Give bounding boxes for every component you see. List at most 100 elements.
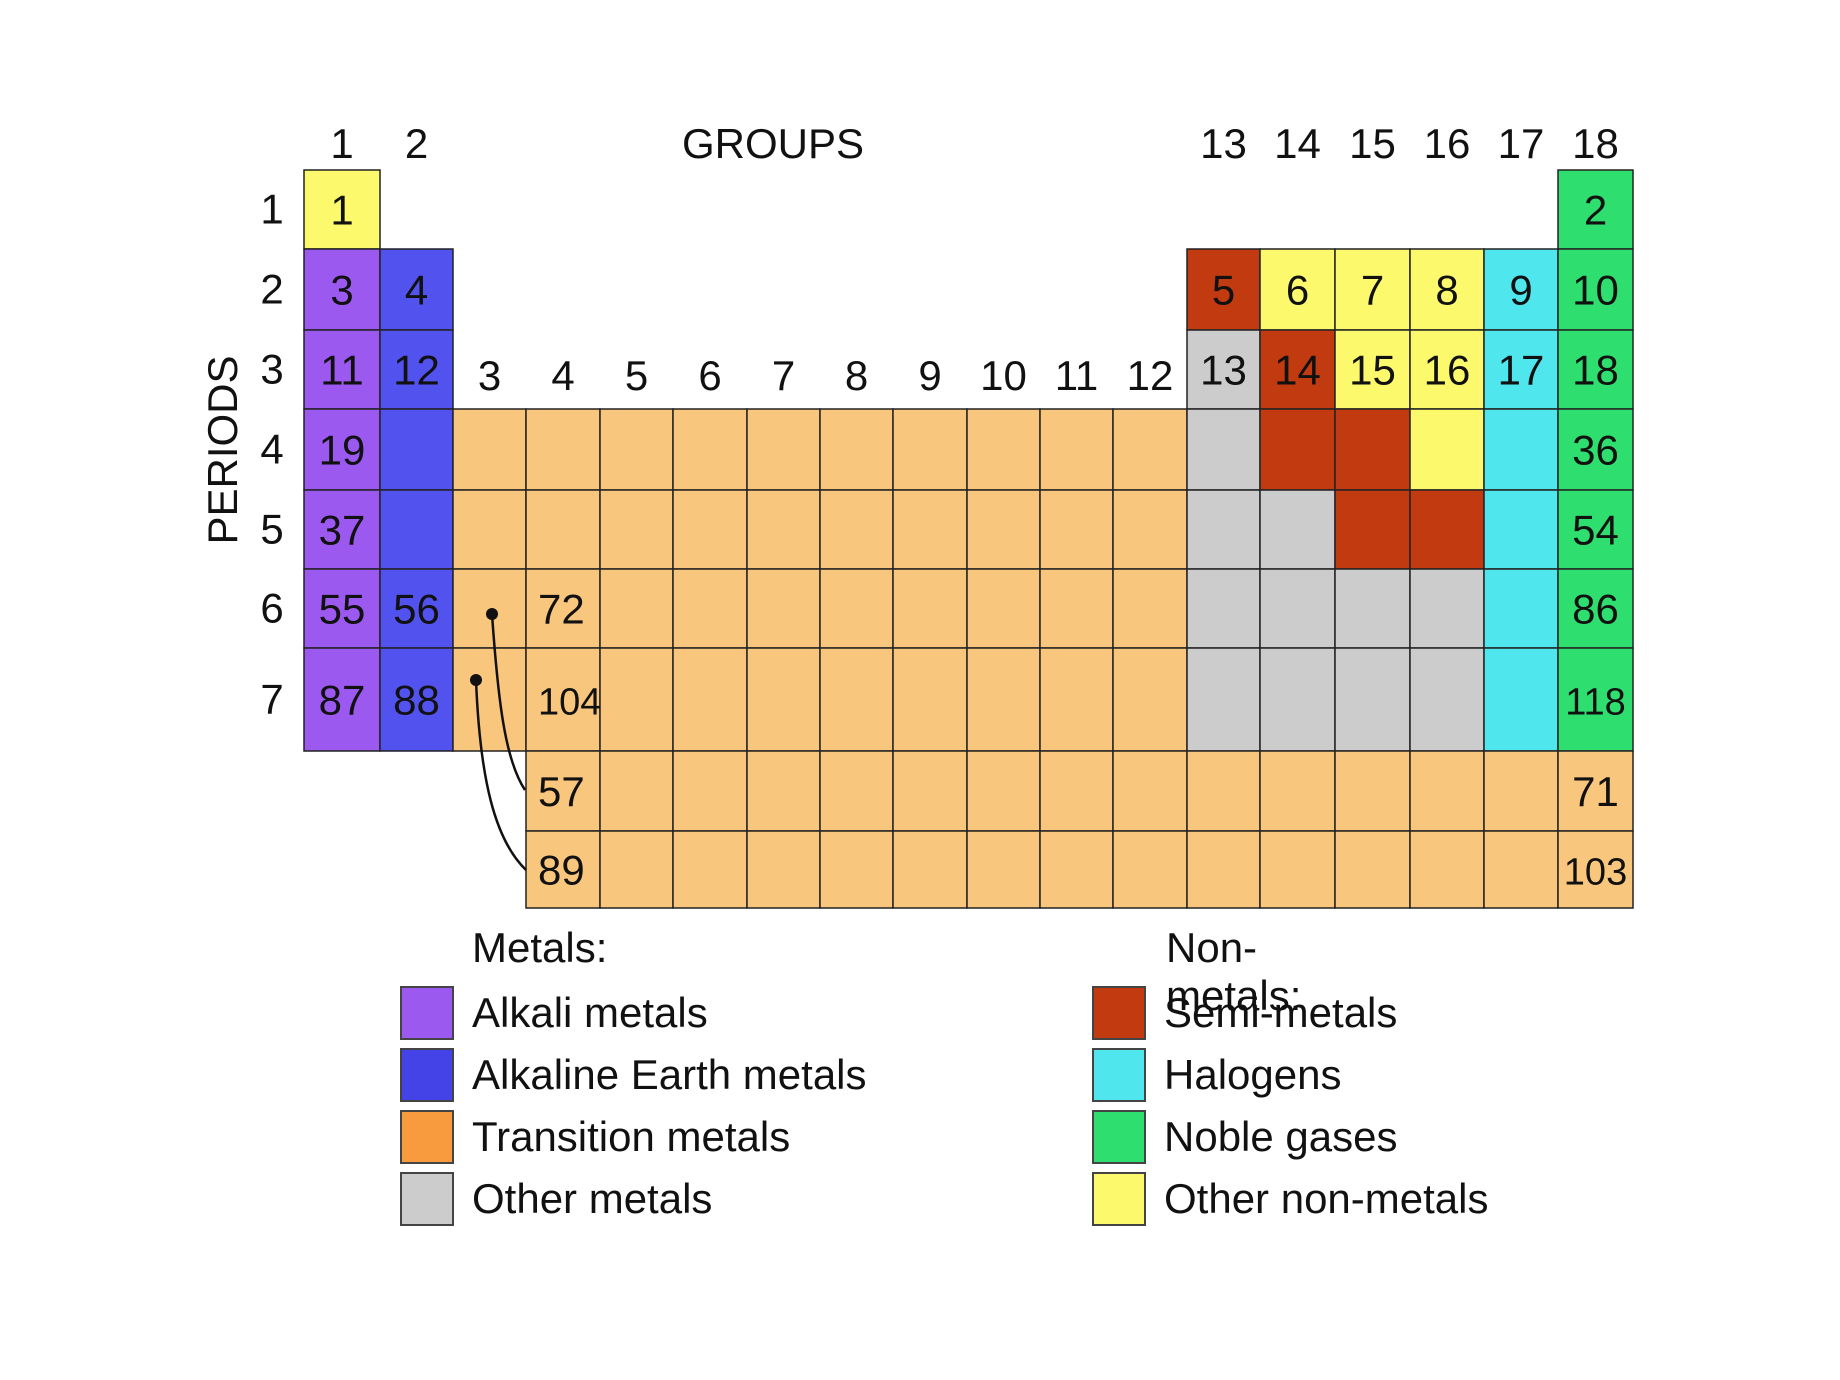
legend-label: Other metals (472, 1175, 713, 1222)
group-number-5: 5 (625, 352, 648, 399)
element-cell-alkaline (379, 647, 454, 752)
element-cell-transition (672, 647, 748, 752)
alkaline-earth-swatch (400, 1048, 454, 1102)
element-cell-transition (1112, 568, 1188, 649)
halogens-swatch (1092, 1048, 1146, 1102)
element-number: 3 (330, 267, 353, 314)
element-cell-other-metal (1334, 568, 1411, 649)
element-number: 87 (319, 677, 366, 724)
element-cell-transition (746, 830, 821, 909)
element-cell-transition (599, 489, 674, 570)
legend-item-transition: Transition metals (400, 1108, 790, 1166)
element-number: 6 (1286, 267, 1309, 314)
element-cell-alkali (303, 408, 381, 491)
element-cell-transition (1112, 408, 1188, 491)
legend-item-alkaline-earth: Alkaline Earth metals (400, 1046, 867, 1104)
element-cell-transition (892, 750, 968, 832)
legend-label: Alkaline Earth metals (472, 1051, 867, 1098)
element-cell-transition (746, 568, 821, 649)
lanthanide-connector-dot (486, 608, 498, 620)
other-nonmetals-swatch (1092, 1172, 1146, 1226)
element-cell-halogen (1483, 489, 1559, 570)
element-cell-alkaline (379, 329, 454, 410)
element-cell-noble (1557, 408, 1634, 491)
legend-item-alkali: Alkali metals (400, 984, 708, 1042)
semi-metals-swatch (1092, 986, 1146, 1040)
element-cell-transition (746, 647, 821, 752)
group-number-4: 4 (551, 352, 574, 399)
element-cell-transition (1334, 830, 1411, 909)
element-cell-transition (1259, 830, 1336, 909)
actinide-connector (474, 679, 527, 871)
element-cell-transition (525, 408, 601, 491)
element-cell-alkali (303, 489, 381, 570)
element-cell-transition (819, 830, 894, 909)
group-number-14: 14 (1274, 120, 1321, 167)
element-number: 104 (538, 682, 601, 724)
element-cell-other-metal (1259, 647, 1336, 752)
element-cell-transition (1039, 489, 1114, 570)
legend-label: Noble gases (1164, 1113, 1398, 1160)
element-cell-transition (1483, 830, 1559, 909)
axis-labels: 1 2 13 14 15 16 17 183 4 5 6 7 8 9 10 11 12GROUPS1234567… (199, 120, 1619, 723)
legend-item-other-metals: Other metals (400, 1170, 712, 1228)
element-cell-other-metal (1186, 408, 1261, 491)
element-cell-transition (672, 750, 748, 832)
group-number-17: 17 (1498, 120, 1545, 167)
element-cell-transition (672, 489, 748, 570)
element-cell-halogen (1483, 408, 1559, 491)
element-number: 19 (319, 427, 366, 474)
element-cell-semi (1334, 408, 1411, 491)
element-cell-transition (966, 568, 1041, 649)
element-cell-transition (525, 647, 601, 752)
group-number-7: 7 (772, 352, 795, 399)
element-cell-transition (892, 830, 968, 909)
element-cell-transition (819, 568, 894, 649)
element-cell-alkali (303, 647, 381, 752)
element-number: 2 (1584, 187, 1607, 234)
element-cell-transition (966, 647, 1041, 752)
element-cell-transition (1259, 750, 1336, 832)
element-cell-noble (1557, 248, 1634, 331)
element-number: 54 (1572, 507, 1619, 554)
element-cell-noble (1557, 169, 1634, 250)
element-cell-transition (1112, 750, 1188, 832)
other-metals-swatch (400, 1172, 454, 1226)
element-cell-other-metal (1334, 647, 1411, 752)
period-number-4: 4 (260, 426, 283, 473)
element-cell-transition (1112, 830, 1188, 909)
element-number: 18 (1572, 347, 1619, 394)
element-number: 4 (405, 267, 428, 314)
element-number: 88 (393, 677, 440, 724)
noble-gases-swatch (1092, 1110, 1146, 1164)
legend-label: Halogens (1164, 1051, 1342, 1098)
element-cell-transition (819, 647, 894, 752)
element-cell-transition (1483, 750, 1559, 832)
group-number-11: 11 (1055, 352, 1099, 399)
element-cell-transition (672, 568, 748, 649)
element-cell-transition (892, 408, 968, 491)
element-cell-transition (599, 750, 674, 832)
element-cell-semi (1334, 489, 1411, 570)
element-number: 9 (1509, 267, 1532, 314)
element-number: 5 (1212, 267, 1235, 314)
groups-label: GROUPS (682, 120, 864, 167)
element-cell-transition (452, 489, 527, 570)
element-cell-semi (1259, 408, 1336, 491)
element-cell-other-metal (1409, 647, 1485, 752)
element-cell-transition (599, 647, 674, 752)
legend-item-other-nonmetals: Other non-metals (1092, 1170, 1488, 1228)
element-number: 11 (320, 347, 364, 394)
element-cell-transition (966, 830, 1041, 909)
group-number-12: 12 (1127, 352, 1174, 399)
group-number-18: 18 (1572, 120, 1619, 167)
element-number: 37 (319, 507, 366, 554)
element-number: 86 (1572, 586, 1619, 633)
element-cell-transition (1039, 647, 1114, 752)
element-cell-alkali (303, 248, 381, 331)
element-cell-transition (892, 568, 968, 649)
group-number-16: 16 (1424, 120, 1471, 167)
element-cell-halogen (1483, 329, 1559, 410)
element-cell-other-nonmetal (1409, 408, 1485, 491)
